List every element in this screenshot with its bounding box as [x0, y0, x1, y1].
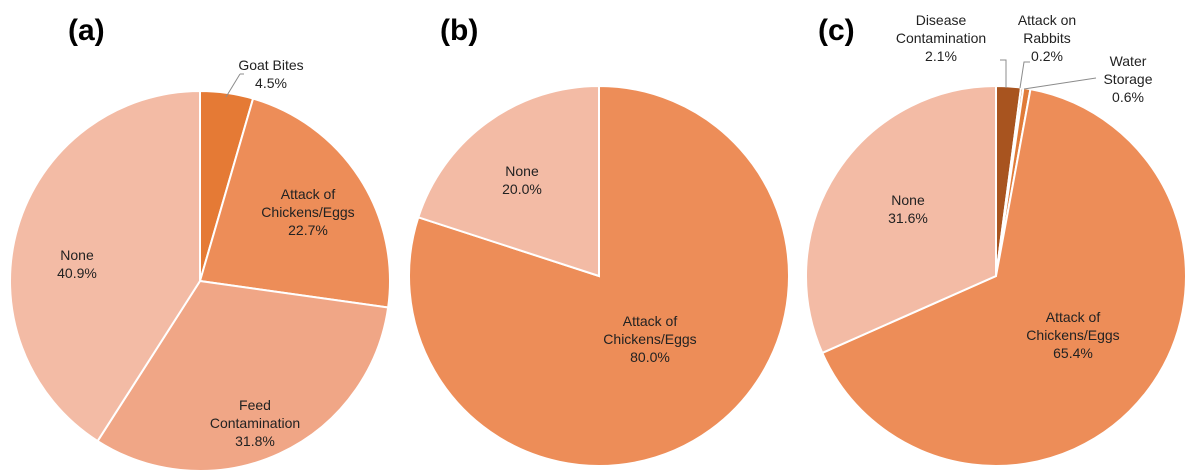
pie-chart-a: (a) Goat Bites 4.5% Attack of Chickens/Eggs…: [9, 14, 391, 472]
slice-label-attack-of-chickens-eggs: Attack of Chickens/Eggs 65.4%: [1026, 309, 1119, 361]
slice-value-none: 40.9%: [57, 265, 97, 281]
panel-label-c: (c): [818, 14, 855, 47]
panel-label-b: (b): [440, 14, 478, 47]
pie-chart-c: (c) Disease Contamination 2.1% Attack on Rab…: [805, 12, 1187, 467]
pie-slice-attack-of-chickens-eggs: [820, 87, 1187, 467]
slice-name-attack-on-rabbits: Rabbits: [1023, 30, 1070, 46]
pie-slice-attack-of-chickens-eggs: [198, 97, 391, 309]
slice-name-attack-of-chickens-eggs: Chickens/Eggs: [1026, 327, 1119, 343]
slice-label-none: None 20.0%: [502, 163, 542, 197]
slice-value-attack-of-chickens-eggs: 22.7%: [288, 222, 328, 238]
slice-name-attack-of-chickens-eggs: Attack of: [623, 313, 678, 329]
slice-label-none: None 31.6%: [888, 192, 928, 226]
slice-value-none: 31.6%: [888, 210, 928, 226]
slice-value-disease-contamination: 2.1%: [925, 48, 957, 64]
slice-value-none: 20.0%: [502, 181, 542, 197]
pie-chart-b: (b) Attack of Chickens/Eggs 80.0% None 20.0%: [408, 14, 790, 467]
slice-name-feed-contamination: Contamination: [210, 415, 300, 431]
slice-name-attack-of-chickens-eggs: Attack of: [281, 186, 336, 202]
slice-value-goat-bites: 4.5%: [255, 75, 287, 91]
slice-name-feed-contamination: Feed: [239, 397, 271, 413]
pie-slice-none: [417, 84, 600, 278]
slice-name-attack-of-chickens-eggs: Attack of: [1046, 309, 1101, 325]
slice-label-feed-contamination: Feed Contamination 31.8%: [210, 397, 300, 449]
slice-name-disease-contamination: Disease: [916, 12, 967, 28]
leader-line-water-storage: [1023, 77, 1097, 90]
slice-value-attack-on-rabbits: 0.2%: [1031, 48, 1063, 64]
panel-label-a: (a): [68, 14, 105, 47]
leader-line-disease-contamination: [1000, 59, 1007, 88]
slice-label-water-storage: Water Storage 0.6%: [1103, 53, 1152, 105]
slice-name-disease-contamination: Contamination: [896, 30, 986, 46]
slice-name-attack-of-chickens-eggs: Chickens/Eggs: [603, 331, 696, 347]
slice-label-attack-of-chickens-eggs: Attack of Chickens/Eggs 80.0%: [603, 313, 696, 365]
slice-label-attack-on-rabbits: Attack on Rabbits 0.2%: [1018, 12, 1076, 64]
slice-name-water-storage: Water: [1110, 53, 1147, 69]
slice-value-feed-contamination: 31.8%: [235, 433, 275, 449]
slice-name-none: None: [505, 163, 539, 179]
pie-slice-none: [805, 84, 997, 355]
slice-label-none: None 40.9%: [57, 247, 97, 281]
slice-name-none: None: [891, 192, 925, 208]
leader-line-goat-bites: [225, 73, 241, 98]
slice-label-attack-of-chickens-eggs: Attack of Chickens/Eggs 22.7%: [261, 186, 354, 238]
slice-name-none: None: [60, 247, 94, 263]
leader-line-attack-on-rabbits: [1019, 61, 1030, 89]
slice-label-goat-bites: Goat Bites 4.5%: [238, 57, 303, 91]
pie-slice-none: [9, 89, 201, 443]
slice-name-attack-on-rabbits: Attack on: [1018, 12, 1076, 28]
slice-name-water-storage: Storage: [1103, 71, 1152, 87]
slice-value-water-storage: 0.6%: [1112, 89, 1144, 105]
slice-name-goat-bites: Goat Bites: [238, 57, 303, 73]
slice-value-attack-of-chickens-eggs: 80.0%: [630, 349, 670, 365]
slice-label-disease-contamination: Disease Contamination 2.1%: [896, 12, 986, 64]
slice-name-attack-of-chickens-eggs: Chickens/Eggs: [261, 204, 354, 220]
slice-value-attack-of-chickens-eggs: 65.4%: [1053, 345, 1093, 361]
